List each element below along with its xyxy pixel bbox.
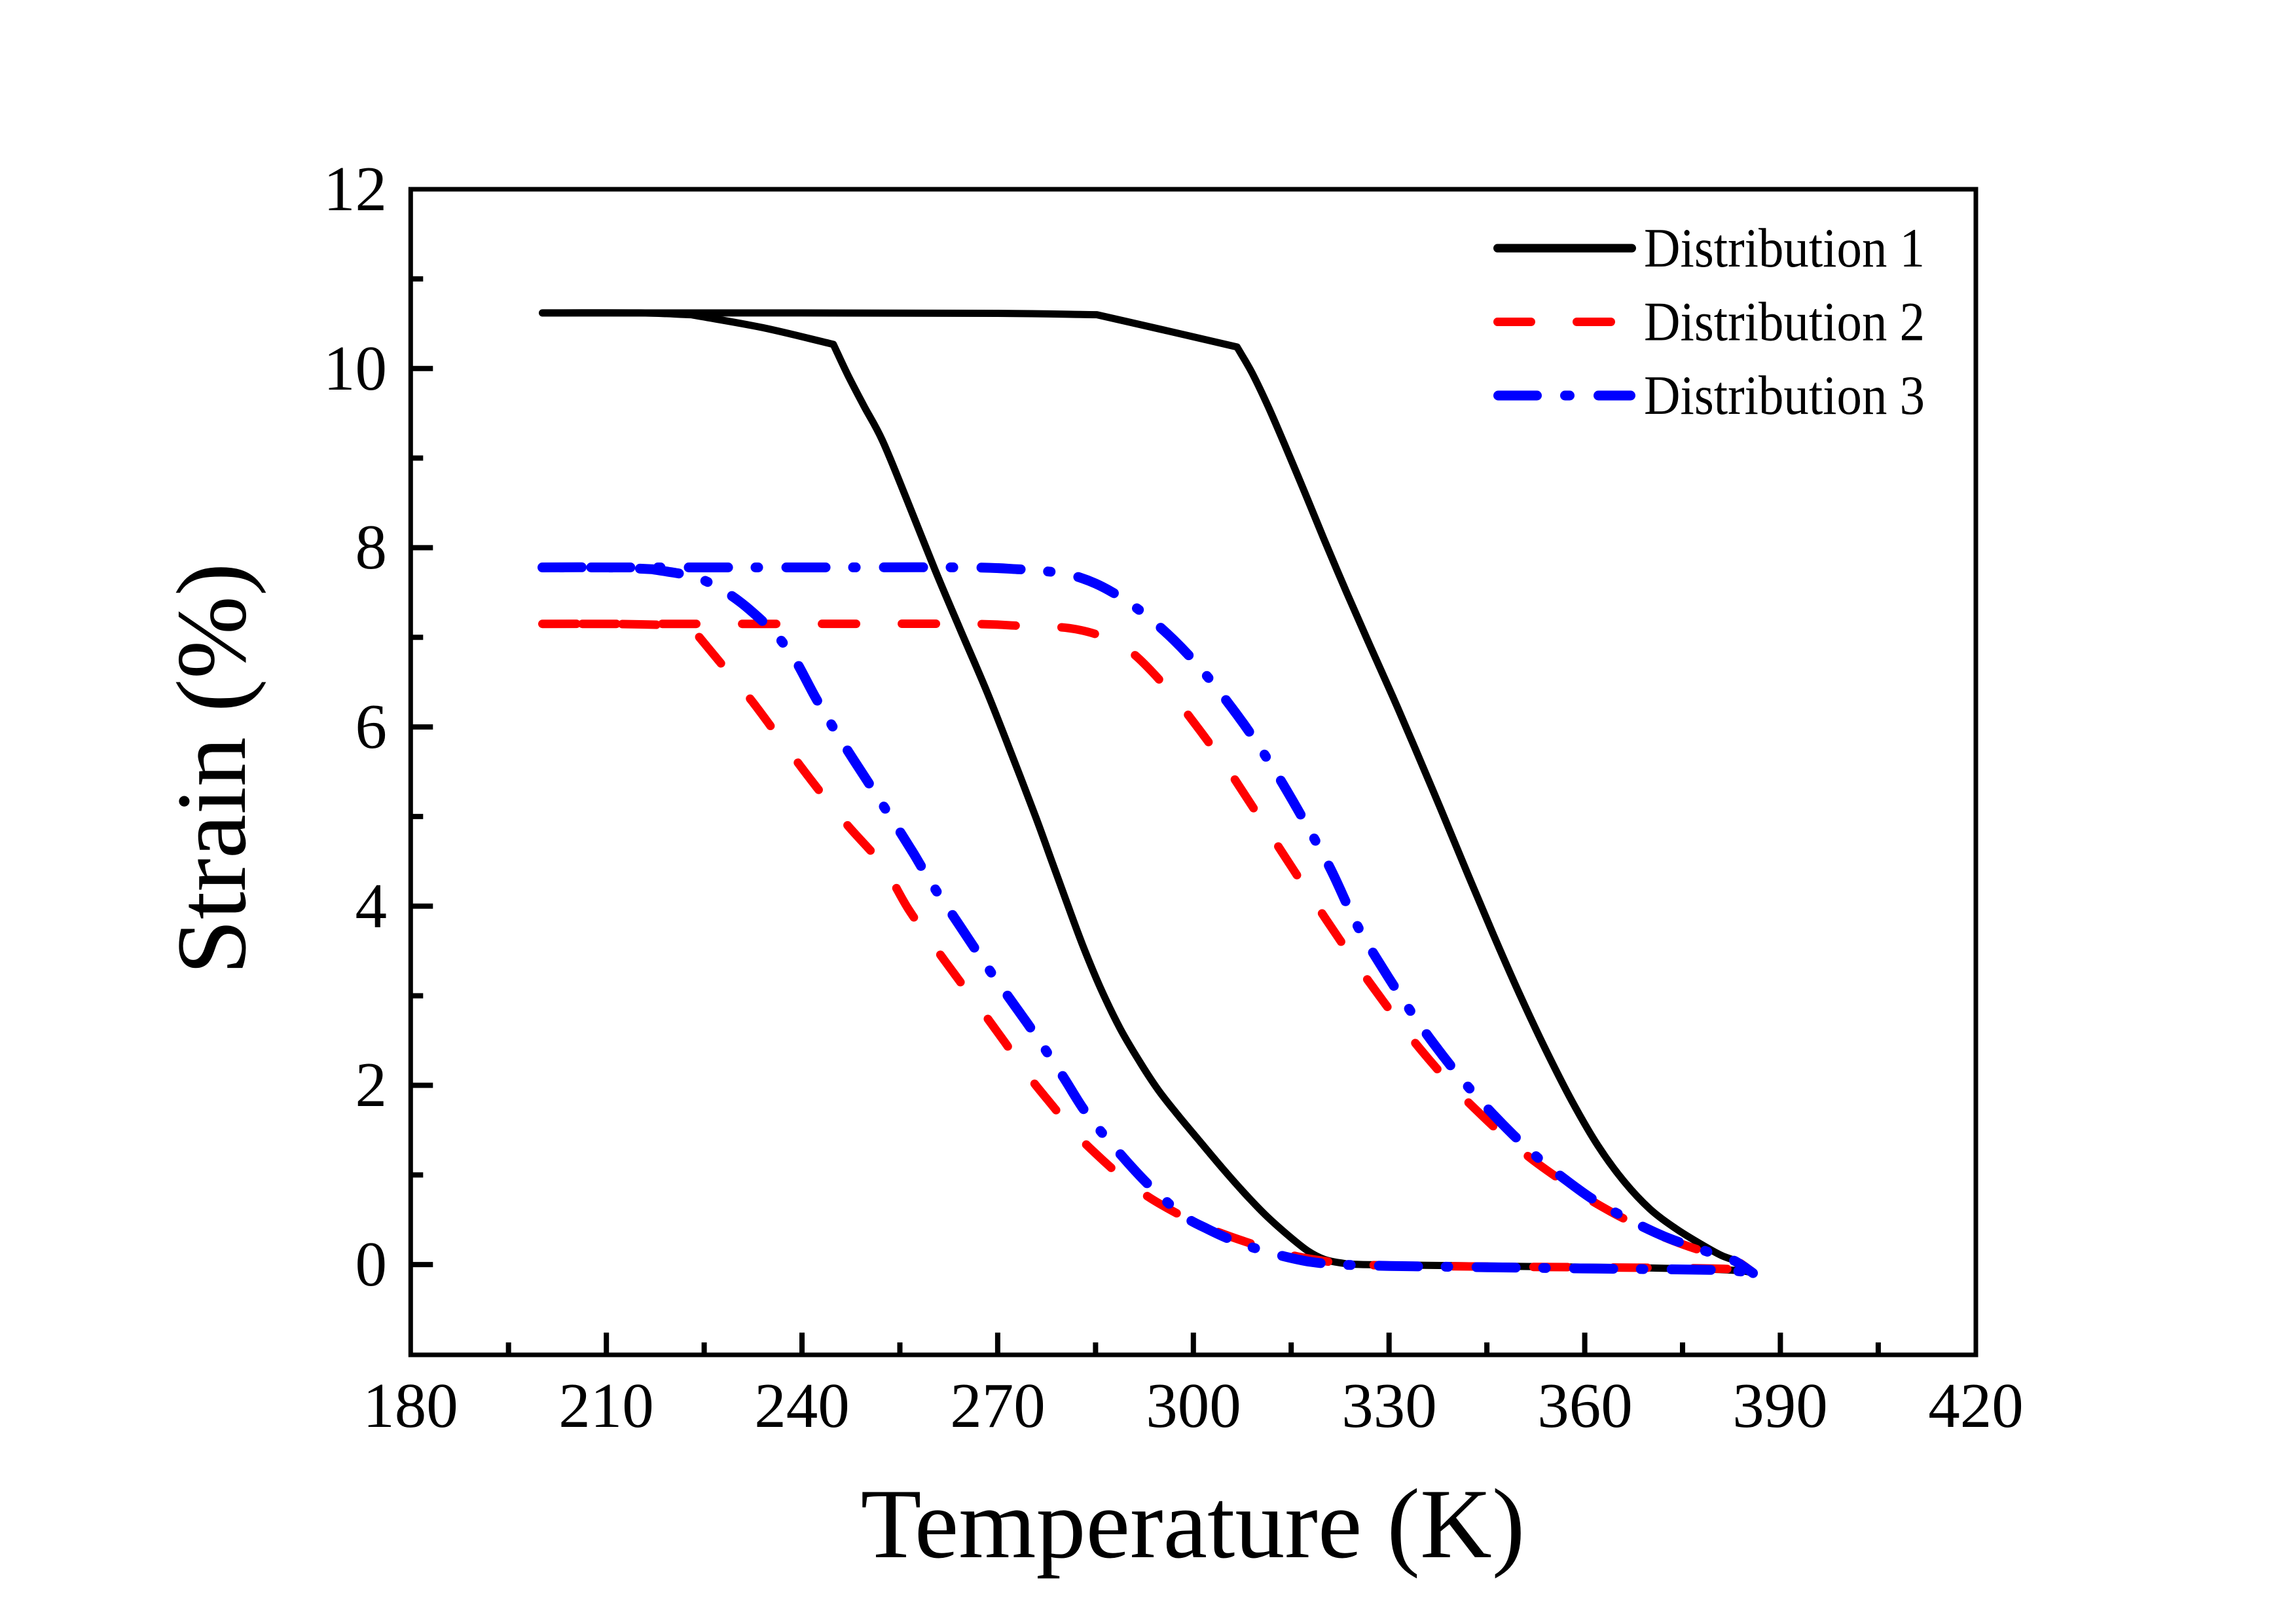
- svg-text:Distribution 1: Distribution 1: [1644, 217, 1925, 279]
- svg-text:270: 270: [950, 1371, 1046, 1441]
- svg-text:6: 6: [355, 692, 388, 762]
- svg-text:8: 8: [355, 512, 388, 582]
- svg-text:12: 12: [323, 154, 387, 224]
- svg-text:10: 10: [323, 333, 387, 403]
- svg-text:Temperature (K): Temperature (K): [861, 1469, 1525, 1579]
- svg-text:180: 180: [363, 1371, 458, 1441]
- svg-text:300: 300: [1146, 1371, 1241, 1441]
- svg-text:Distribution 2: Distribution 2: [1644, 291, 1925, 353]
- svg-text:390: 390: [1732, 1371, 1828, 1441]
- svg-text:360: 360: [1537, 1371, 1633, 1441]
- svg-text:330: 330: [1341, 1371, 1437, 1441]
- svg-text:2: 2: [355, 1050, 388, 1120]
- svg-text:240: 240: [754, 1371, 850, 1441]
- svg-text:Strain (%): Strain (%): [156, 563, 266, 975]
- svg-text:4: 4: [355, 871, 388, 941]
- svg-text:420: 420: [1928, 1371, 2024, 1441]
- svg-text:0: 0: [355, 1229, 388, 1299]
- svg-text:Distribution 3: Distribution 3: [1644, 365, 1925, 426]
- svg-text:210: 210: [558, 1371, 654, 1441]
